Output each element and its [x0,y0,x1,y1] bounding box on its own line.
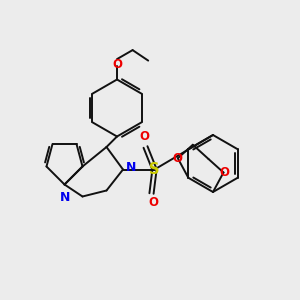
Text: O: O [172,152,182,165]
Text: S: S [149,162,160,177]
Text: O: O [139,130,149,143]
Text: N: N [60,191,70,204]
Text: O: O [148,196,158,209]
Text: O: O [219,166,230,179]
Text: O: O [112,58,122,71]
Text: N: N [126,160,136,174]
